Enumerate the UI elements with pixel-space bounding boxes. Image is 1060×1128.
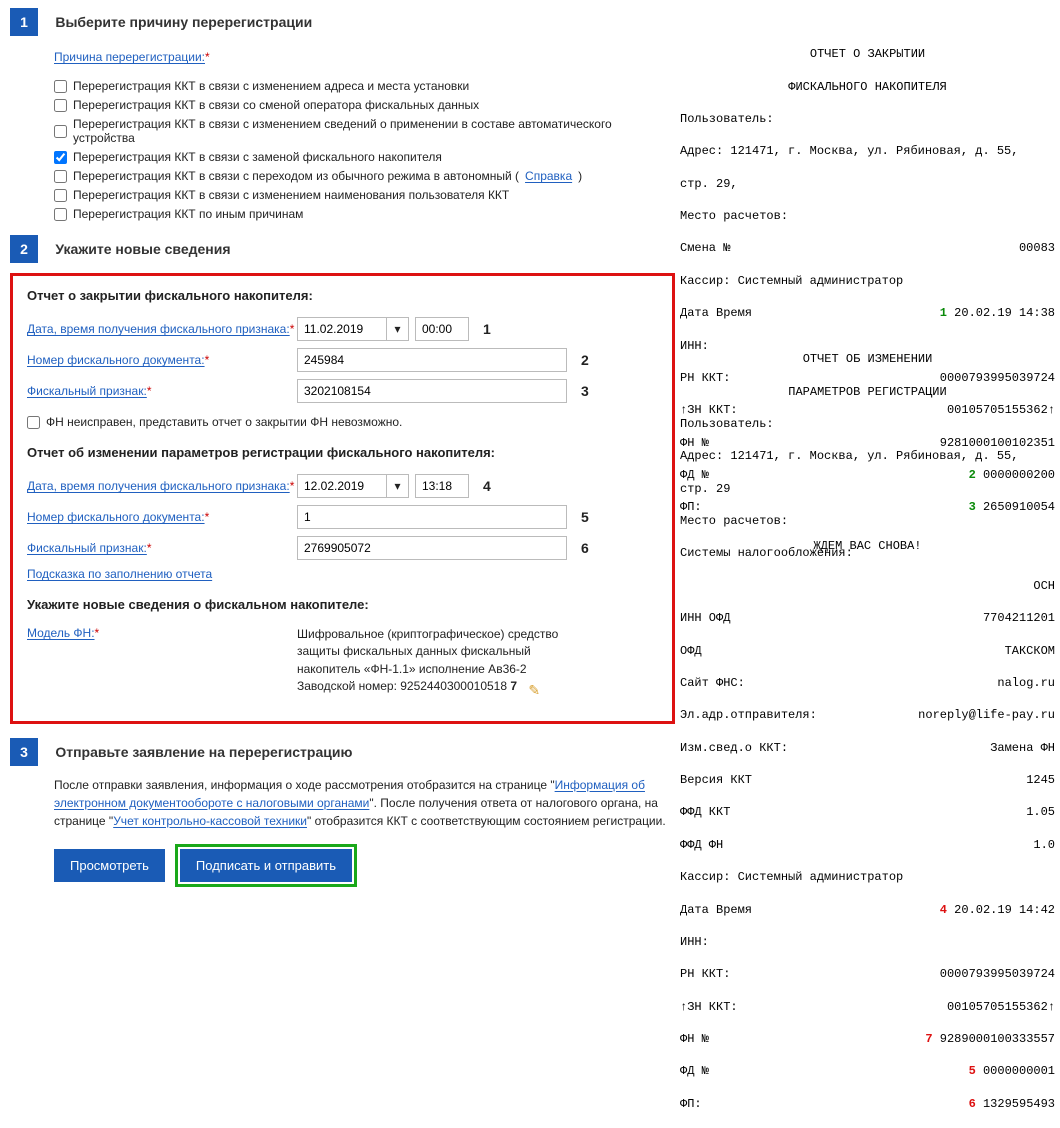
reason-checkbox-4[interactable] bbox=[54, 170, 67, 183]
edit-icon[interactable] bbox=[528, 680, 542, 694]
close-doc-input[interactable] bbox=[297, 348, 567, 372]
red-highlight-box: Отчет о закрытии фискального накопителя:… bbox=[10, 273, 675, 724]
close-date-label[interactable]: Дата, время получения фискального призна… bbox=[27, 322, 290, 336]
close-doc-label[interactable]: Номер фискального документа: bbox=[27, 353, 205, 367]
annotation-3: 3 bbox=[581, 383, 589, 399]
reason-label-3: Перерегистрация ККТ в связи с заменой фи… bbox=[73, 150, 442, 164]
view-button[interactable]: Просмотреть bbox=[54, 849, 165, 882]
kkt-link[interactable]: Учет контрольно-кассовой техники bbox=[113, 814, 307, 828]
change-time-input[interactable] bbox=[415, 474, 469, 498]
close-date-input[interactable] bbox=[297, 317, 387, 341]
reason-checkbox-3[interactable] bbox=[54, 151, 67, 164]
step2-number: 2 bbox=[10, 235, 38, 263]
change-date-dropdown[interactable]: ▾ bbox=[387, 474, 409, 498]
change-report-title: Отчет об изменении параметров регистраци… bbox=[27, 445, 658, 460]
close-time-input[interactable] bbox=[415, 317, 469, 341]
reason-label-6: Перерегистрация ККТ по иным причинам bbox=[73, 207, 303, 221]
step1-number: 1 bbox=[10, 8, 38, 36]
fn-broken-checkbox[interactable] bbox=[27, 416, 40, 429]
change-date-input[interactable] bbox=[297, 474, 387, 498]
annotation-4: 4 bbox=[483, 478, 491, 494]
step3-info: После отправки заявления, информация о х… bbox=[54, 776, 675, 830]
step3-number: 3 bbox=[10, 738, 38, 766]
annotation-1: 1 bbox=[483, 321, 491, 337]
annotation-2: 2 bbox=[581, 352, 589, 368]
change-fp-label[interactable]: Фискальный признак: bbox=[27, 541, 147, 555]
sign-send-button[interactable]: Подписать и отправить bbox=[180, 849, 352, 882]
reason-label-0: Перерегистрация ККТ в связи с изменением… bbox=[73, 79, 469, 93]
change-doc-input[interactable] bbox=[297, 505, 567, 529]
step1-title: Выберите причину перерегистрации bbox=[55, 14, 312, 30]
close-report-title: Отчет о закрытии фискального накопителя: bbox=[27, 288, 658, 303]
change-doc-label[interactable]: Номер фискального документа: bbox=[27, 510, 205, 524]
close-fp-label[interactable]: Фискальный признак: bbox=[27, 384, 147, 398]
new-fn-title: Укажите новые сведения о фискальном нако… bbox=[27, 597, 658, 612]
receipt-change: ОТЧЕТ ОБ ИЗМЕНЕНИИ ПАРАМЕТРОВ РЕГИСТРАЦИ… bbox=[680, 335, 1055, 1128]
help-link[interactable]: Справка bbox=[525, 169, 572, 183]
hint-link[interactable]: Подсказка по заполнению отчета bbox=[27, 567, 212, 581]
cause-link[interactable]: Причина перерегистрации: bbox=[54, 50, 205, 64]
step2-title: Укажите новые сведения bbox=[55, 241, 230, 257]
reason-label-2: Перерегистрация ККТ в связи с изменением… bbox=[73, 117, 675, 145]
reason-checkbox-0[interactable] bbox=[54, 80, 67, 93]
reason-checkbox-6[interactable] bbox=[54, 208, 67, 221]
close-fp-input[interactable] bbox=[297, 379, 567, 403]
reason-label-5: Перерегистрация ККТ в связи с изменением… bbox=[73, 188, 509, 202]
model-fn-label[interactable]: Модель ФН: bbox=[27, 626, 95, 640]
reason-label-1: Перерегистрация ККТ в связи со сменой оп… bbox=[73, 98, 479, 112]
step3-title: Отправьте заявление на перерегистрацию bbox=[55, 744, 352, 760]
reason-checkbox-2[interactable] bbox=[54, 125, 67, 138]
annotation-7: 7 bbox=[510, 679, 517, 693]
required-marker: * bbox=[205, 50, 210, 64]
model-fn-desc: Шифровальное (криптографическое) средств… bbox=[297, 626, 558, 696]
reason-checkbox-5[interactable] bbox=[54, 189, 67, 202]
annotation-5: 5 bbox=[581, 509, 589, 525]
reason-checkbox-1[interactable] bbox=[54, 99, 67, 112]
close-date-dropdown[interactable]: ▾ bbox=[387, 317, 409, 341]
change-fp-input[interactable] bbox=[297, 536, 567, 560]
change-date-label[interactable]: Дата, время получения фискального призна… bbox=[27, 479, 290, 493]
fn-broken-label: ФН неисправен, представить отчет о закры… bbox=[46, 415, 402, 429]
reason-label-4: Перерегистрация ККТ в связи с переходом … bbox=[73, 169, 519, 183]
annotation-6: 6 bbox=[581, 540, 589, 556]
